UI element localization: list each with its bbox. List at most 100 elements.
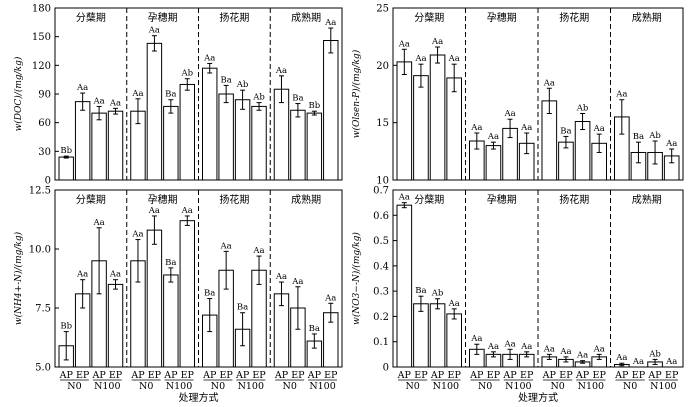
x-axis-title: 处理方式 xyxy=(518,391,558,404)
significance-label: Aa xyxy=(324,18,336,28)
x-tick-label: AP xyxy=(469,370,484,381)
significance-label: Aa xyxy=(398,39,410,49)
significance-label: Aa xyxy=(470,334,482,344)
bar xyxy=(251,105,267,181)
significance-label: Ab xyxy=(648,131,661,141)
significance-label: Aa xyxy=(324,293,336,303)
y-tick-label: 10 xyxy=(376,176,389,187)
significance-label: Aa xyxy=(543,78,555,88)
y-tick-label: 12.5 xyxy=(29,186,51,197)
stage-label: 成熟期 xyxy=(291,11,321,24)
significance-label: Aa xyxy=(576,351,588,361)
bar xyxy=(396,204,413,368)
x-tick-label: EP xyxy=(414,370,428,381)
significance-label: Aa xyxy=(252,246,264,256)
y-tick-label: 120 xyxy=(32,61,51,72)
y-tick-label: 180 xyxy=(32,4,51,15)
x-tick-label: AP xyxy=(307,370,322,381)
significance-label: Aa xyxy=(275,66,287,76)
bar xyxy=(163,274,179,368)
bar xyxy=(429,54,446,181)
x-group-label: N100 xyxy=(505,381,531,392)
significance-label: Aa xyxy=(220,241,232,251)
significance-label: Aa xyxy=(76,270,88,280)
significance-label: Ba xyxy=(292,94,303,104)
significance-label: Aa xyxy=(448,54,460,64)
x-tick-label: AP xyxy=(647,370,662,381)
x-tick-label: EP xyxy=(148,370,162,381)
x-tick-label: EP xyxy=(448,370,462,381)
bar xyxy=(107,110,124,181)
x-tick-label: EP xyxy=(559,370,573,381)
bar xyxy=(234,99,251,181)
y-tick-label: 0.6 xyxy=(373,211,389,222)
x-tick-label: AP xyxy=(59,370,74,381)
significance-label: Aa xyxy=(148,26,160,36)
significance-label: Ba xyxy=(220,75,231,85)
y-tick-label: 0.4 xyxy=(373,261,389,272)
significance-label: Aa xyxy=(109,270,121,280)
significance-label: Bb xyxy=(60,322,72,332)
stage-label: 扬花期 xyxy=(559,11,589,24)
x-tick-label: AP xyxy=(202,370,217,381)
x-group-label: N0 xyxy=(550,381,564,392)
significance-label: Bb xyxy=(309,101,321,111)
significance-label: Aa xyxy=(131,89,143,99)
bar xyxy=(485,145,502,181)
significance-label: Ab xyxy=(431,289,444,299)
x-group-label: N100 xyxy=(309,381,335,392)
y-tick-label: 25 xyxy=(376,4,389,15)
x-tick-label: EP xyxy=(76,370,90,381)
y-tick-label: 0.7 xyxy=(373,186,389,197)
x-tick-label: AP xyxy=(430,370,445,381)
significance-label: Aa xyxy=(503,109,515,119)
stage-label: 扬花期 xyxy=(559,193,589,206)
significance-label: Aa xyxy=(431,37,443,47)
significance-label: Aa xyxy=(615,353,627,363)
y-tick-label: 5.0 xyxy=(35,363,51,374)
x-tick-label: AP xyxy=(163,370,178,381)
significance-label: Aa xyxy=(665,139,677,149)
x-tick-label: AP xyxy=(502,370,517,381)
significance-label: Aa xyxy=(131,230,143,240)
significance-label: Aa xyxy=(543,344,555,354)
bar xyxy=(179,83,195,181)
x-group-label: N0 xyxy=(211,381,225,392)
significance-label: Ab xyxy=(180,69,193,79)
x-tick-label: EP xyxy=(520,370,534,381)
x-group-label: N100 xyxy=(238,381,264,392)
significance-label: Aa xyxy=(398,193,410,203)
significance-label: Aa xyxy=(520,123,532,133)
x-tick-label: AP xyxy=(542,370,557,381)
bar xyxy=(306,112,323,181)
significance-label: Aa xyxy=(275,272,287,282)
x-tick-label: AP xyxy=(614,370,629,381)
bar xyxy=(323,39,339,181)
significance-label: Ba xyxy=(309,324,320,334)
significance-label: Aa xyxy=(92,96,104,106)
stage-label: 成熟期 xyxy=(291,193,321,206)
y-tick-label: 60 xyxy=(38,118,51,129)
y-tick-label: 0 xyxy=(383,363,389,374)
stage-label: 扬花期 xyxy=(219,193,249,206)
x-tick-label: EP xyxy=(252,370,266,381)
bar xyxy=(396,61,413,181)
significance-label: Ab xyxy=(252,93,265,103)
significance-label: Aa xyxy=(76,83,88,93)
bar xyxy=(413,75,429,181)
y-tick-label: 30 xyxy=(38,147,51,158)
bar xyxy=(74,101,91,181)
significance-label: Aa xyxy=(593,344,605,354)
significance-label: Aa xyxy=(92,218,104,228)
bar xyxy=(446,313,462,368)
significance-label: Aa xyxy=(487,132,499,142)
significance-label: Ab xyxy=(648,349,661,359)
x-group-label: N0 xyxy=(283,381,297,392)
bar xyxy=(202,67,218,181)
bar xyxy=(218,93,234,181)
bar xyxy=(107,283,124,368)
y-tick-label: 20 xyxy=(376,61,389,72)
x-tick-label: AP xyxy=(397,370,412,381)
x-tick-label: AP xyxy=(91,370,106,381)
